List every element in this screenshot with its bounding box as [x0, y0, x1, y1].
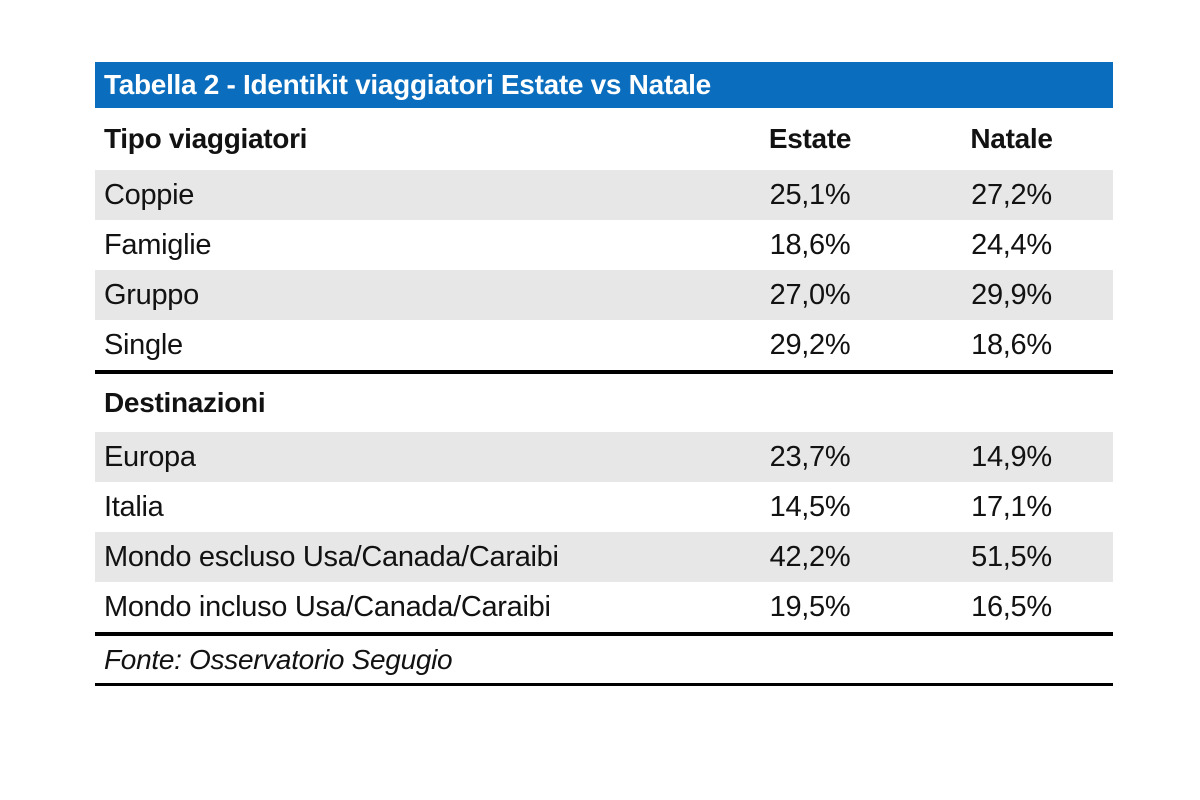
- estate-value: 18,6%: [769, 228, 851, 261]
- estate-value: 23,7%: [769, 440, 851, 473]
- estate-value: 29,2%: [769, 328, 851, 361]
- row-label: Gruppo: [104, 278, 199, 311]
- estate-value: 25,1%: [769, 178, 851, 211]
- row-label: Famiglie: [104, 228, 212, 261]
- section-header-row: Destinazioni: [95, 370, 1113, 432]
- table-row: Famiglie 18,6% 24,4%: [95, 220, 1113, 270]
- row-label: Mondo incluso Usa/Canada/Caraibi: [104, 590, 551, 623]
- table-body: Coppie 25,1% 27,2% Famiglie 18,6% 24,4% Gruppo…: [95, 170, 1113, 632]
- row-label: Italia: [104, 490, 164, 523]
- estate-value: 19,5%: [769, 590, 851, 623]
- table-row: Single 29,2% 18,6%: [95, 320, 1113, 370]
- column-header-natale: Natale: [970, 123, 1053, 154]
- row-label: Europa: [104, 440, 196, 473]
- natale-value: 24,4%: [971, 228, 1052, 261]
- source-row: Fonte: Osservatorio Segugio: [95, 632, 1113, 686]
- natale-value: 18,6%: [971, 328, 1052, 361]
- table-row: Mondo escluso Usa/Canada/Caraibi 42,2% 51,…: [95, 532, 1113, 582]
- table-title-bar: Tabella 2 - Identikit viaggiatori Estate…: [95, 62, 1113, 108]
- table-row: Europa 23,7% 14,9%: [95, 432, 1113, 482]
- table-row: Mondo incluso Usa/Canada/Caraibi 19,5% 16,…: [95, 582, 1113, 632]
- natale-value: 17,1%: [971, 490, 1052, 523]
- natale-value: 27,2%: [971, 178, 1052, 211]
- estate-value: 27,0%: [769, 278, 851, 311]
- natale-value: 14,9%: [971, 440, 1052, 473]
- estate-value: 42,2%: [769, 540, 851, 573]
- estate-value: 14,5%: [769, 490, 851, 523]
- table-row: Italia 14,5% 17,1%: [95, 482, 1113, 532]
- table-row: Coppie 25,1% 27,2%: [95, 170, 1113, 220]
- row-label: Mondo escluso Usa/Canada/Caraibi: [104, 540, 559, 573]
- section-header-label: Destinazioni: [104, 387, 266, 418]
- column-header-row: Tipo viaggiatori Estate Natale: [95, 108, 1113, 170]
- column-header-tipo-viaggiatori: Tipo viaggiatori: [104, 123, 308, 154]
- row-label: Single: [104, 328, 183, 361]
- table-row: Gruppo 27,0% 29,9%: [95, 270, 1113, 320]
- row-label: Coppie: [104, 178, 195, 211]
- natale-value: 51,5%: [971, 540, 1052, 573]
- column-header-estate: Estate: [768, 123, 852, 154]
- travelers-table: Tabella 2 - Identikit viaggiatori Estate…: [95, 62, 1113, 686]
- natale-value: 16,5%: [971, 590, 1052, 623]
- natale-value: 29,9%: [971, 278, 1052, 311]
